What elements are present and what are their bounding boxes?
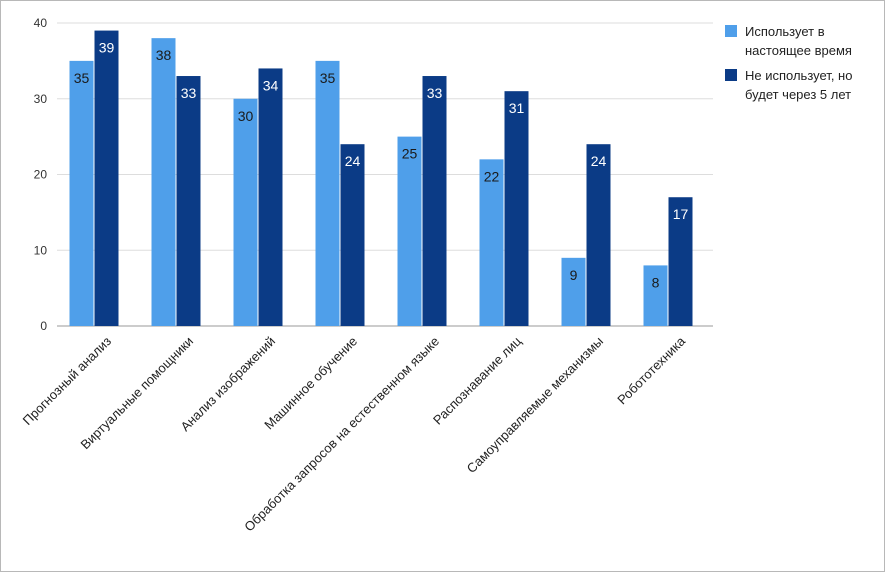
x-category-label: Машинное обучение [261, 334, 360, 433]
data-label: 31 [509, 100, 525, 116]
data-label: 38 [156, 47, 172, 63]
bar-future [94, 30, 119, 326]
y-tick-label: 0 [40, 319, 47, 333]
y-tick-label: 20 [34, 168, 48, 182]
data-label: 25 [402, 146, 418, 162]
y-tick-label: 40 [34, 16, 48, 30]
data-label: 34 [263, 77, 279, 93]
data-label: 22 [484, 168, 500, 184]
data-label: 33 [181, 85, 197, 101]
bar-current [151, 38, 176, 327]
bar-future [340, 144, 365, 326]
bar-current [479, 159, 504, 326]
data-label: 24 [591, 153, 607, 169]
bar-current [69, 60, 94, 326]
legend-label: Использует в [745, 24, 825, 39]
bar-future [668, 197, 693, 326]
data-label: 9 [570, 267, 578, 283]
y-tick-label: 30 [34, 92, 48, 106]
legend-label: Не использует, но [745, 68, 852, 83]
bar-current [561, 257, 586, 326]
bar-current [397, 136, 422, 326]
x-category-label: Распознавание лиц [430, 333, 524, 427]
data-label: 39 [99, 40, 115, 56]
legend-swatch [725, 69, 737, 81]
data-label: 24 [345, 153, 361, 169]
bars: 35 39 38 33 30 34 35 24 25 33 22 31 9 24 8 17 [69, 30, 693, 327]
bar-future [258, 68, 283, 326]
legend: Использует в настоящее время Не использует… [725, 24, 852, 102]
legend-label: настоящее время [745, 43, 852, 58]
y-axis-ticks: 0 10 20 30 40 [34, 16, 48, 333]
legend-label: будет через 5 лет [745, 87, 851, 102]
bar-current [315, 60, 340, 326]
x-category-label: Робототехника [614, 333, 688, 407]
y-tick-label: 10 [34, 243, 48, 257]
x-category-label: Прогнозный анализ [20, 333, 115, 428]
bar-current [643, 265, 668, 326]
bar-future [176, 76, 201, 327]
data-label: 8 [652, 274, 660, 290]
data-label: 33 [427, 85, 443, 101]
data-label: 35 [74, 70, 90, 86]
x-category-label: Самоуправляемые механизмы [464, 334, 607, 477]
x-category-label: Обработка запросов на естественном языке [241, 334, 442, 535]
bar-future [586, 144, 611, 326]
bar-future [422, 76, 447, 327]
data-label: 35 [320, 70, 336, 86]
bar-future [504, 91, 529, 326]
bar-current [233, 98, 258, 326]
data-label: 17 [673, 206, 689, 222]
legend-swatch [725, 25, 737, 37]
data-label: 30 [238, 108, 254, 124]
